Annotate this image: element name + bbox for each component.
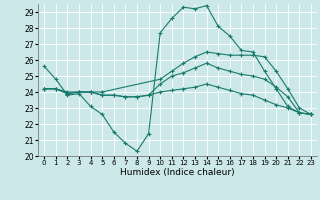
X-axis label: Humidex (Indice chaleur): Humidex (Indice chaleur): [120, 168, 235, 177]
